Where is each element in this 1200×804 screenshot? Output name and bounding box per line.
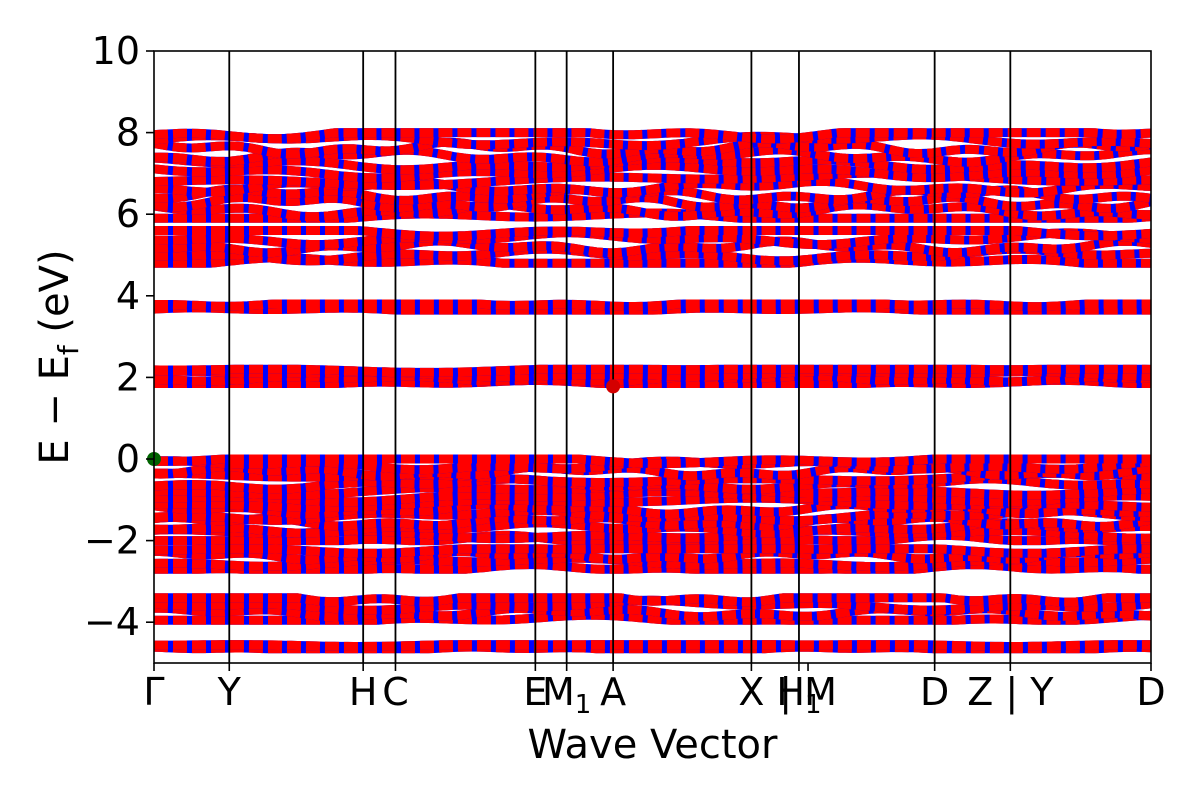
x-tick-label-9: | M — [779, 670, 837, 715]
y-axis-label-sub: f — [52, 344, 85, 355]
x-tick-label-8: H1 — [776, 670, 821, 720]
deep-bands-1-band-0-red — [154, 610, 1151, 625]
lower-valence-bands-band-3-red — [154, 544, 1151, 558]
deep-bands-2-band-1-red — [154, 640, 1151, 651]
valence-bands-band-11-red — [154, 462, 1151, 481]
valence-bands-band-6-red — [154, 493, 1151, 512]
x-tick-label-12: D — [1136, 670, 1165, 714]
conduction-band-2eV-band-2-red — [154, 366, 1151, 382]
x-tick-label-3: C — [382, 670, 409, 714]
conduction-band-6-8eV-band-2-red — [154, 192, 1151, 213]
lower-valence-bands-band-0-red — [154, 560, 1151, 574]
x-axis-label: Wave Vector — [528, 722, 779, 768]
y-axis-label-main: E − E — [32, 355, 78, 465]
kpoint-lines-layer — [228, 51, 1012, 663]
lower-valence-bands-band-2-red — [154, 546, 1151, 565]
conduction-band-2eV-band-3-red — [154, 364, 1151, 377]
x-tick-label-2: H — [349, 670, 378, 714]
x-tick-label-0: Γ — [143, 670, 164, 714]
y-tick-label-3: 4 — [116, 274, 140, 318]
y-tick-label-4: 2 — [116, 355, 140, 399]
y-ticks-layer: 10 8 6 4 2 0 −2 −4 — [84, 29, 154, 644]
deep-bands-1-band-1-red — [154, 603, 1151, 622]
x-tick-label-7: X — [738, 670, 764, 714]
conduction-band-5eV-band-0-red — [154, 253, 1151, 268]
conduction-band-3.7eV-band-1-red — [154, 299, 1151, 312]
y-tick-label-5: 0 — [116, 437, 140, 481]
bands-layer — [154, 128, 1151, 654]
conduction-band-5eV-band-3-red — [154, 228, 1151, 249]
conduction-band-6-8eV-band-8-red — [154, 145, 1151, 167]
conduction-band-6-8eV-band-7-red — [154, 153, 1151, 175]
conduction-band-6-8eV-band-6-red — [154, 160, 1151, 183]
y-tick-label-0: 10 — [92, 29, 140, 73]
x-tick-label-10: D — [920, 670, 949, 714]
x-tick-label-4: E — [523, 670, 547, 714]
valence-bands-band-13-red — [154, 454, 1151, 469]
valence-bands-band-5-red — [154, 499, 1151, 519]
lower-valence-bands-band-1-red — [154, 553, 1151, 572]
valence-bands-band-10-red — [154, 468, 1151, 487]
deep-bands-1-band-3-red — [154, 593, 1151, 607]
y-tick-label-6: −2 — [84, 519, 140, 563]
cbm-marker — [606, 379, 621, 394]
markers-layer — [147, 379, 621, 466]
y-axis-label: E − Ef (eV) — [32, 249, 85, 464]
conduction-band-5eV-band-4-red — [154, 226, 1151, 241]
x-ticks-layer: Γ Y H C EM1 A X H1| M D Z | Y D — [143, 663, 1166, 720]
x-tick-label-1: Y — [217, 670, 242, 714]
conduction-band-6-8eV-band-5-red — [154, 168, 1151, 190]
plot-frame — [153, 50, 1152, 664]
conduction-band-6-8eV-band-1-red — [154, 199, 1151, 222]
conduction-band-6-8eV-band-4-red — [154, 176, 1151, 198]
valence-bands-band-7-red — [154, 487, 1151, 507]
y-axis-label-unit: (eV) — [32, 249, 78, 345]
conduction-band-5eV-band-1-red — [154, 244, 1151, 266]
y-tick-label-7: −4 — [84, 600, 140, 644]
x-tick-label-6: A — [600, 670, 626, 714]
conduction-band-6-8eV-band-11-red — [154, 128, 1151, 144]
x-tick-label-11: Z | Y — [967, 670, 1054, 715]
conduction-band-5eV-band-2-red — [154, 236, 1151, 258]
valence-bands-band-3-red — [154, 512, 1151, 531]
conduction-band-6-8eV-band-10-red — [154, 130, 1151, 151]
y-tick-label-2: 6 — [116, 192, 140, 236]
valence-bands-band-1-red — [154, 525, 1151, 544]
y-tick-label-1: 8 — [116, 111, 140, 155]
x-tick-label-5: M1 — [542, 670, 591, 720]
